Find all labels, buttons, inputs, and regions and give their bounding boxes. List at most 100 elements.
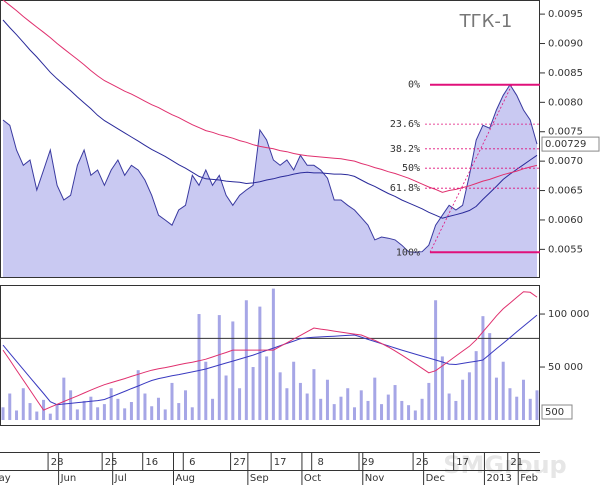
price-area [3,84,537,277]
fib-label: 61.8% [390,183,420,194]
volume-bar [265,356,269,421]
volume-bar [129,402,133,421]
volume-bar [407,405,411,421]
x-tick-label: 6 [189,457,195,468]
volume-bar [82,400,86,421]
x-tick-label: 29 [362,457,375,468]
volume-bar [204,361,208,421]
volume-bar [163,409,167,421]
y-tick-label: 0.0080 [548,97,583,108]
volume-bar [15,410,19,421]
volume-bar [190,407,194,421]
volume-bar [521,379,525,421]
volume-bar [96,407,100,421]
volume-bar [508,388,512,421]
y-tick-label: 0.0060 [548,215,583,226]
volume-bar [461,379,465,421]
month-label: Jul [114,473,127,484]
volume-bar [1,407,5,421]
volume-bar [386,394,390,421]
volume-bar [400,400,404,421]
volume-bar [366,400,370,421]
volume-bar [109,388,113,421]
annotation: 500 [545,407,564,418]
volume-average [2,291,538,411]
volume-bar [156,397,160,421]
volume-bar [501,361,505,421]
volume-bar [48,413,52,421]
last-price-label: 0.00729 [545,139,586,150]
volume-bar [535,390,539,421]
month-label: Aug [176,473,196,484]
y-tick-label: 0.0065 [548,186,583,197]
volume-bar [305,393,309,421]
volume-bar [21,388,25,421]
volume-bar [136,370,140,421]
moving-average [2,0,538,193]
volume-bar [177,403,181,421]
volume-bar [285,388,289,421]
y-tick-label: 0.0070 [548,156,583,167]
month-label: 2013 [486,473,511,484]
x-tick-label: 16 [145,457,158,468]
volume-bar [413,410,417,421]
volume-bar [69,390,73,421]
volume-bar [528,398,532,421]
month-label: Jun [60,473,77,484]
volume-bar [373,377,377,421]
volume-bar [143,393,147,421]
fib-label: 50% [402,163,420,174]
x-tick-label: 17 [274,457,287,468]
y-tick-label: 0.0095 [548,9,583,20]
volume-bar [271,288,275,421]
volume-bar [440,356,444,421]
fib-label: 23.6% [390,119,420,130]
annotation-box [541,404,573,420]
x-tick-label: 17 [456,457,469,468]
volume-bar [298,382,302,421]
volume-bar [211,398,215,421]
moving-average [2,19,538,219]
plot-frame [0,0,540,278]
y-tick-label: 0.0090 [548,39,583,50]
month-label: Oct [304,473,321,484]
volume-bar [332,404,336,421]
volume-bar [481,316,485,421]
volume-bar [184,390,188,421]
month-label: May [0,473,11,484]
y-tick-label: 100 000 [548,309,589,320]
volume-bar [339,396,343,421]
x-tick-label: 26 [416,457,429,468]
volume-bar [515,396,519,421]
x-tick-label: 8 [318,457,324,468]
volume-bar [244,300,248,421]
volume-bar [325,379,329,421]
volume-bar [427,382,431,421]
volume-bar [312,369,316,421]
volume-bar [258,306,262,421]
chart-title: ТГК-1 [459,11,513,32]
month-label: Sep [250,473,269,484]
y-tick-label: 0.0085 [548,68,583,79]
volume-bar [55,405,59,421]
price-line [2,83,538,253]
volume-bar [89,396,93,421]
volume-bar [102,404,106,421]
volume-bar [393,385,397,421]
volume-bar [231,321,235,421]
volume-average [2,314,538,406]
volume-bar [474,351,478,421]
watermark: SMGroup [443,451,566,479]
fib-label: 38.2% [390,144,420,155]
volume-bar [28,403,32,421]
volume-bar [197,314,201,421]
fib-trend [429,84,513,253]
x-tick-label: 27 [233,457,246,468]
volume-bar [35,411,39,421]
volume-bar [224,375,228,421]
volume-bar [150,406,154,421]
plot-frame [0,285,540,426]
volume-bar [447,393,451,421]
volume-bar [488,333,492,421]
volume-bar [62,377,66,421]
